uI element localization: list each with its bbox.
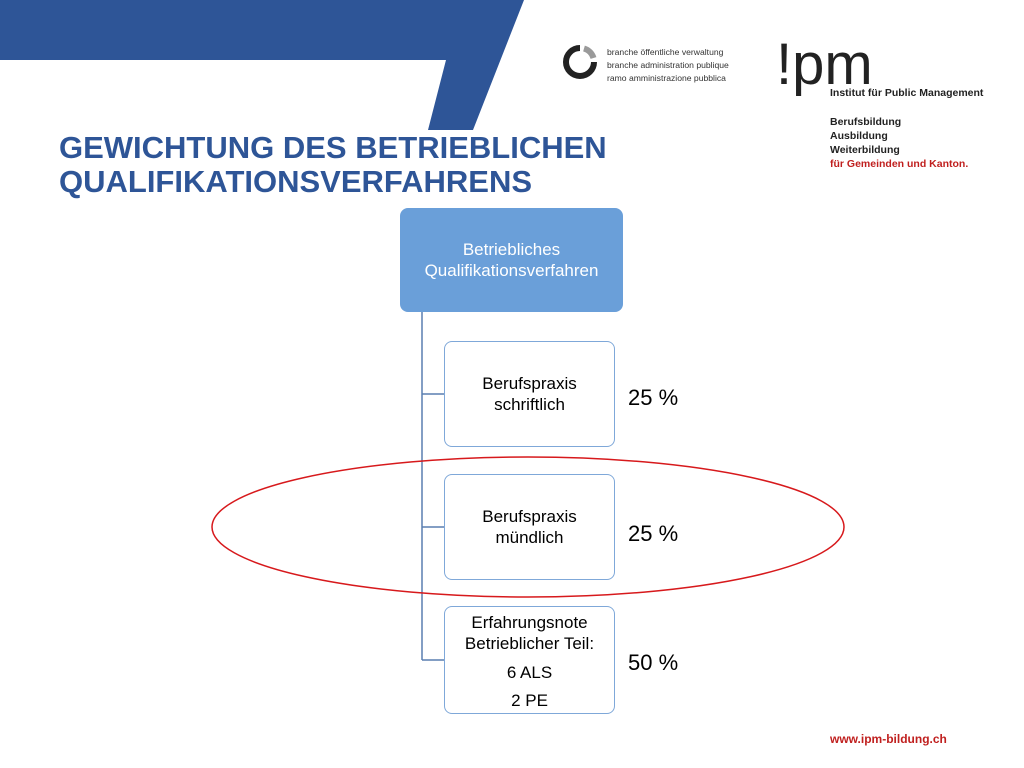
weight-label-muendlich: 25 % [628, 521, 679, 546]
header-banner [0, 0, 524, 130]
child-node-label: Berufspraxis [482, 374, 577, 393]
ipm-tagline: Berufsbildung Ausbildung Weiterbildung f… [830, 115, 968, 171]
ipm-logo: !pm [776, 36, 873, 97]
footer-url[interactable]: www.ipm-bildung.ch [830, 732, 947, 746]
ipm-line-3: Weiterbildung [830, 144, 900, 156]
root-node: Betriebliches Qualifikationsverfahren [400, 208, 623, 312]
ipm-line-2: Ausbildung [830, 130, 888, 142]
child-node-label: mündlich [495, 528, 564, 547]
ipm-line-highlight: für Gemeinden und Kanton. [830, 158, 969, 170]
child-node-schriftlich: Berufspraxis schriftlich [444, 341, 615, 447]
ipm-wordmark: !pm [776, 36, 873, 97]
weight-label-erfahrungsnote: 50 % [628, 650, 679, 675]
branche-line-it: ramo amministrazione pubblica [607, 73, 726, 83]
slide-title-line2: QUALIFIKATIONSVERFAHRENS [59, 164, 533, 199]
ring-logo-icon [563, 45, 597, 79]
branche-line-fr: branche administration publique [607, 60, 729, 70]
child-node-muendlich: Berufspraxis mündlich [444, 474, 615, 580]
ipm-line-1: Berufsbildung [830, 116, 902, 128]
child-node-label: Erfahrungsnote [471, 613, 588, 632]
slide-title-line1: GEWICHTUNG DES BETRIEBLICHEN [59, 130, 607, 165]
root-node-line1: Betriebliches [462, 240, 561, 259]
child-node-label: 6 ALS [506, 663, 553, 682]
slide-title: GEWICHTUNG DES BETRIEBLICHEN QUALIFIKATI… [59, 131, 759, 199]
child-node-label: Berufspraxis [482, 507, 577, 526]
root-node-line2: Qualifikationsverfahren [424, 261, 599, 280]
child-node-erfahrungsnote: Erfahrungsnote Betrieblicher Teil: 6 ALS… [444, 606, 615, 714]
ipm-subtitle: Institut für Public Management [830, 87, 984, 99]
banner-shape [0, 0, 524, 130]
weight-label-schriftlich: 25 % [628, 385, 679, 410]
child-node-label: 2 PE [511, 691, 548, 710]
branche-line-de: branche öffentliche verwaltung [607, 47, 724, 57]
branche-logo-text: branche öffentliche verwaltung branche a… [607, 46, 729, 85]
child-node-label: schriftlich [494, 395, 565, 414]
child-node-label: Betrieblicher Teil: [464, 634, 595, 653]
